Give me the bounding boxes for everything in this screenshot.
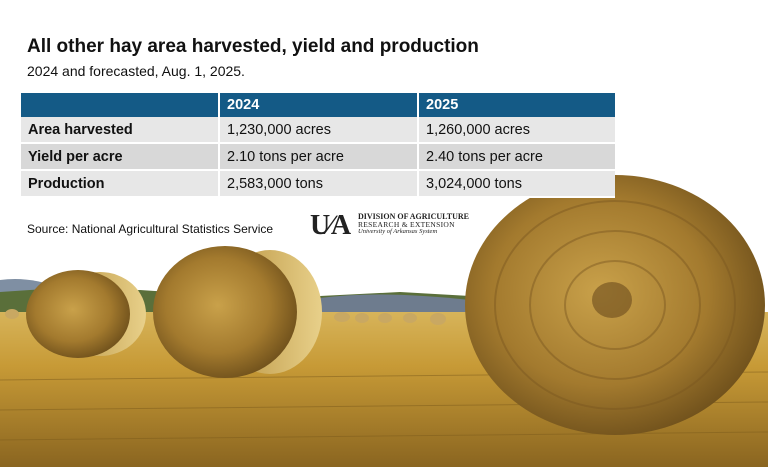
cell-2025: 3,024,000 tons [418,170,615,198]
table-row: Yield per acre 2.10 tons per acre 2.40 t… [21,143,615,171]
cell-2024: 2,583,000 tons [219,170,419,198]
row-label: Yield per acre [21,143,220,171]
source-note: Source: National Agricultural Statistics… [27,222,274,236]
table-header-row: 2024 2025 [21,93,615,117]
logo-line-university: University of Arkansas System [358,228,438,236]
uark-logo-mark: U∕A [310,210,351,241]
logo-line-division: DIVISION OF AGRICULTURE [358,212,469,221]
column-header-2024: 2024 [219,93,419,117]
page-title: All other hay area harvested, yield and … [27,36,479,57]
page-subtitle: 2024 and forecasted, Aug. 1, 2025. [27,63,245,79]
uark-agriculture-logo: U∕A DIVISION OF AGRICULTURE RESEARCH & E… [310,210,469,241]
cell-2024: 2.10 tons per acre [219,143,419,171]
cell-2024: 1,230,000 acres [219,117,419,144]
cell-2025: 1,260,000 acres [418,117,615,144]
hay-data-table: 2024 2025 Area harvested 1,230,000 acres… [21,93,615,198]
table-row: Area harvested 1,230,000 acres 1,260,000… [21,117,615,144]
table-row: Production 2,583,000 tons 3,024,000 tons [21,170,615,198]
column-header-label [21,93,220,117]
logo-wordmark: DIVISION OF AGRICULTURE RESEARCH & EXTEN… [358,212,469,236]
row-label: Area harvested [21,117,220,144]
column-header-2025: 2025 [418,93,615,117]
row-label: Production [21,170,220,198]
cell-2025: 2.40 tons per acre [418,143,615,171]
logo-line-research: RESEARCH & EXTENSION [358,220,455,230]
